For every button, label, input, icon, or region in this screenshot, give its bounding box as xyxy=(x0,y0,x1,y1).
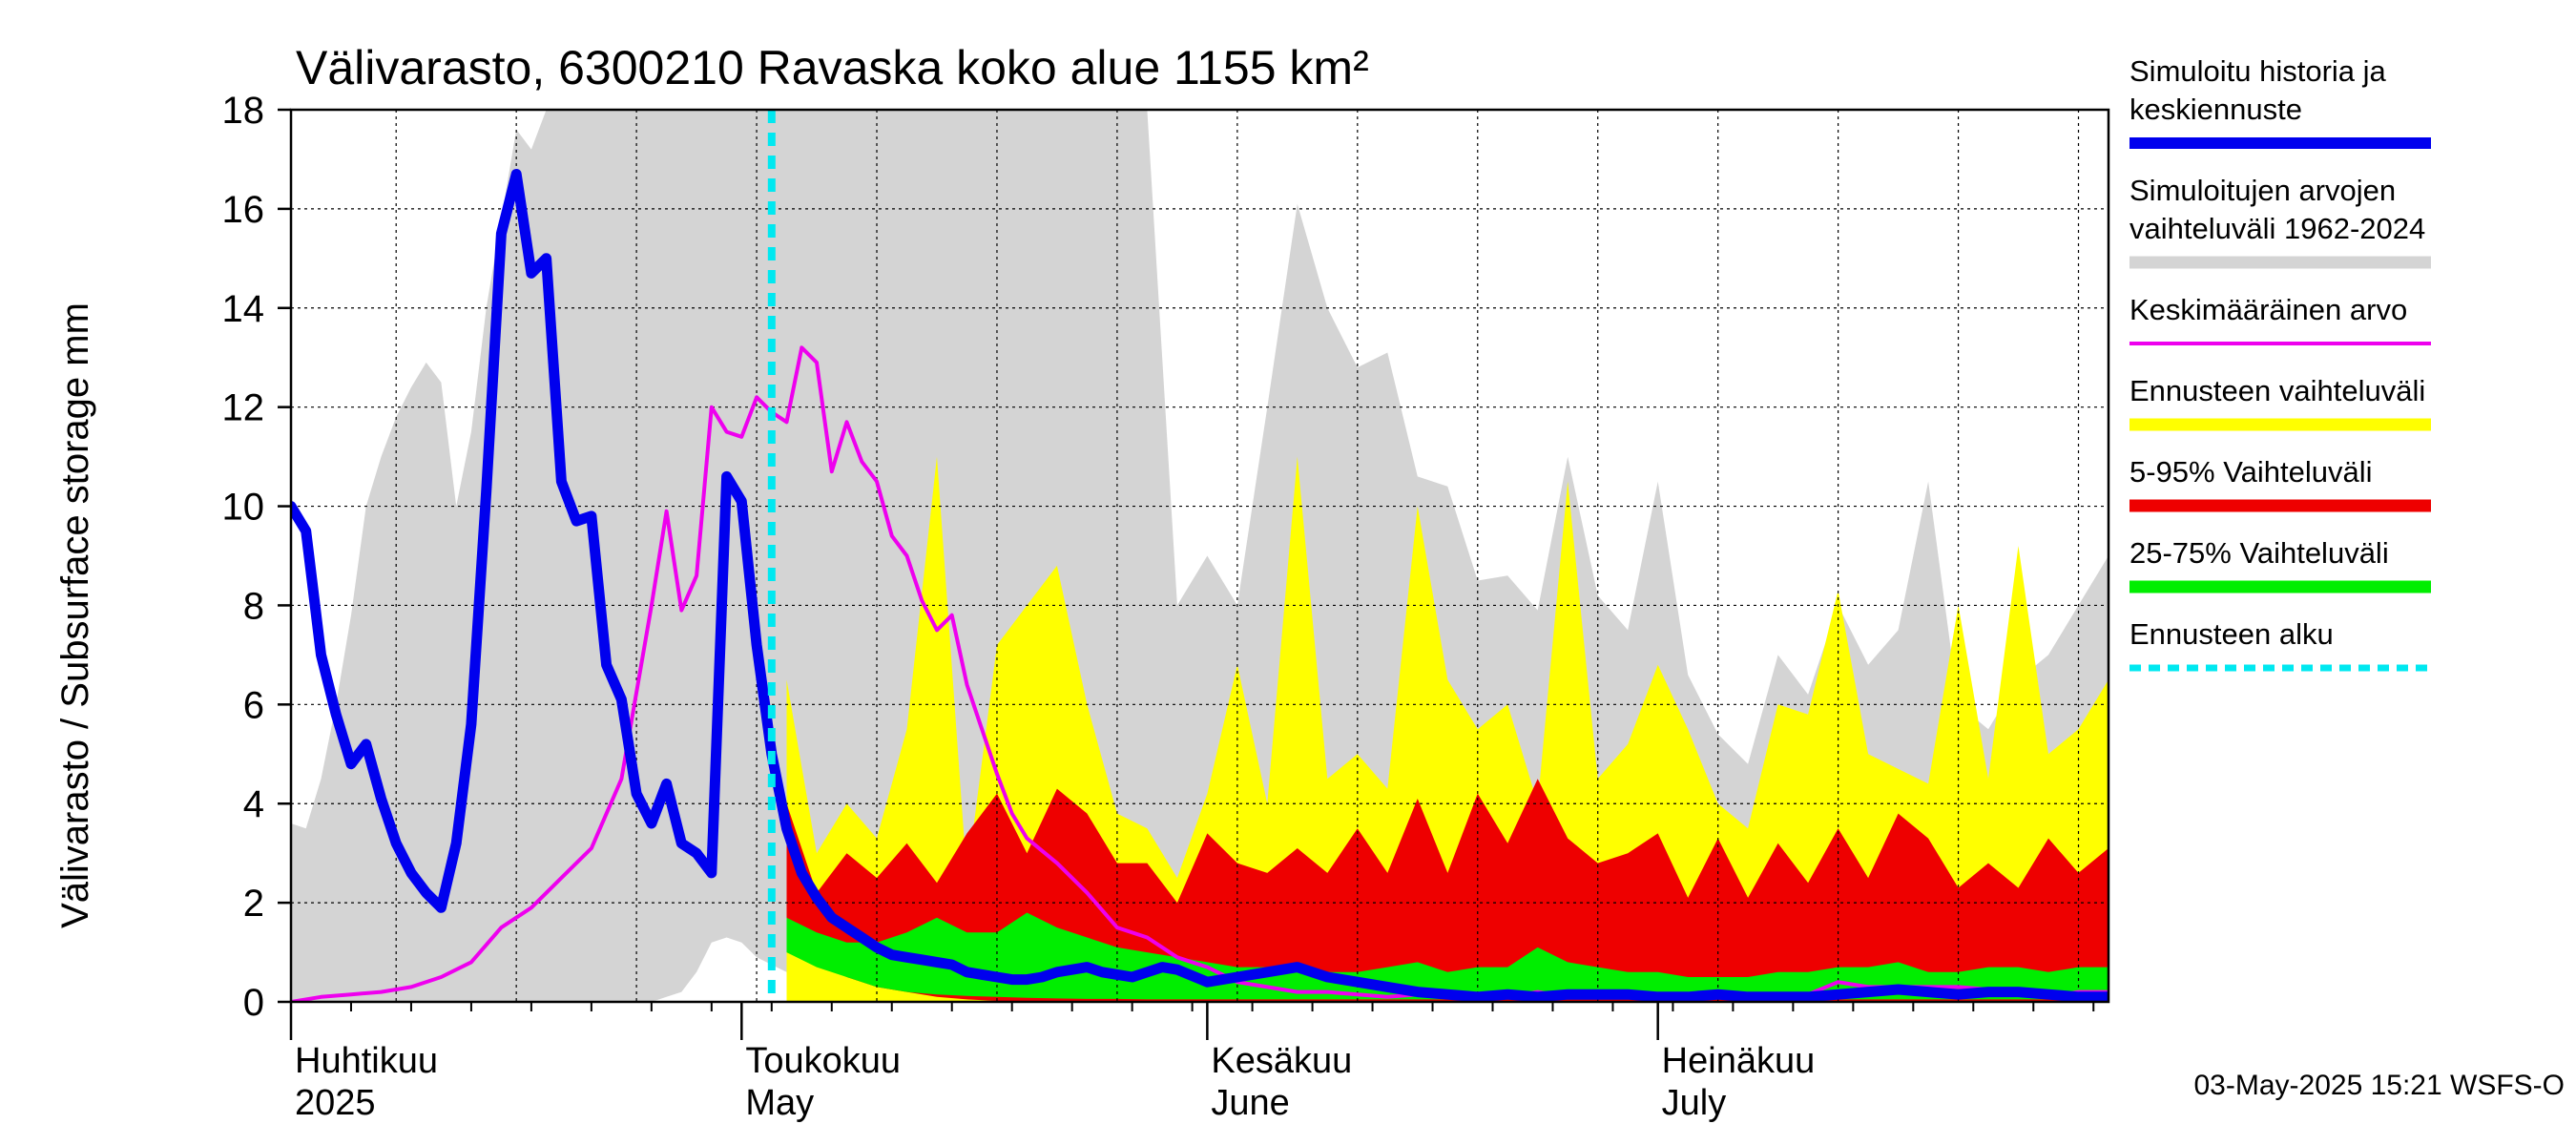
legend-label: Keskimääräinen arvo xyxy=(2129,293,2407,326)
month-label-en: May xyxy=(745,1083,814,1123)
month-label-en: July xyxy=(1662,1083,1727,1123)
legend-label: Simuloitujen arvojen xyxy=(2129,174,2396,207)
legend-label: keskiennuste xyxy=(2129,93,2302,126)
y-tick-label: 4 xyxy=(243,783,264,825)
y-tick-label: 16 xyxy=(222,189,265,231)
footer-timestamp: 03-May-2025 15:21 WSFS-O xyxy=(2194,1070,2566,1101)
legend-label: Simuloitu historia ja xyxy=(2129,54,2387,88)
plot-frame xyxy=(289,108,2110,1004)
legend: Simuloitu historia ja keskiennuste Simuloi… xyxy=(2129,54,2431,672)
legend-label: vaihteluväli 1962-2024 xyxy=(2129,212,2425,245)
month-label-fi: Huhtikuu xyxy=(295,1041,438,1081)
legend-label: Ennusteen alku xyxy=(2129,617,2334,651)
chart-title: Välivarasto, 6300210 Ravaska koko alue 1… xyxy=(296,41,1369,94)
legend-label: 25-75% Vaihteluväli xyxy=(2129,536,2389,570)
legend-label: Ennusteen vaihteluväli xyxy=(2129,374,2425,407)
y-tick-label: 2 xyxy=(243,883,264,925)
y-tick-label: 18 xyxy=(222,90,265,132)
simulated-history-line xyxy=(291,169,2109,1002)
legend-label: 5-95% Vaihteluväli xyxy=(2129,455,2372,489)
plot-area xyxy=(291,110,2109,1002)
month-label-en: June xyxy=(1211,1083,1289,1123)
month-label-fi: Heinäkuu xyxy=(1662,1041,1816,1081)
y-tick-label: 10 xyxy=(222,487,265,529)
y-tick-label: 0 xyxy=(243,982,264,1024)
y-tick-label: 6 xyxy=(243,684,264,726)
y-tick-label: 14 xyxy=(222,288,265,330)
month-label-fi: Kesäkuu xyxy=(1211,1041,1352,1081)
month-label-fi: Toukokuu xyxy=(745,1041,901,1081)
month-label-en: 2025 xyxy=(295,1083,376,1123)
y-tick-label: 8 xyxy=(243,585,264,627)
y-tick-label: 12 xyxy=(222,387,265,429)
y-axis-label: Välivarasto / Subsurface storage mm xyxy=(54,302,96,928)
grid xyxy=(291,110,2109,1002)
